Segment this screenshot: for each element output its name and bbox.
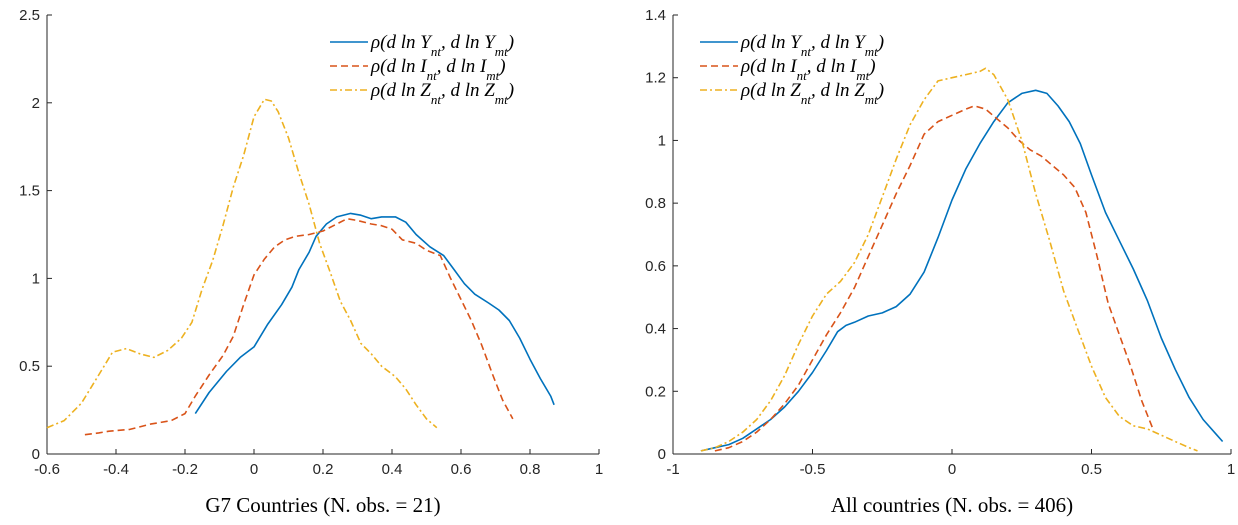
chart-panel-all-countries: -1 -0.5 0 0.5 1 0 0.2 0.4 0.6 0.8 1 1.2 1.4 ρ(d ln Yn… xyxy=(645,7,1235,517)
y-tick-label: 0.5 xyxy=(19,358,40,375)
y-tick-label: 1.5 xyxy=(19,183,40,200)
legend-label: ρ(d ln Int, d ln Imt) xyxy=(740,56,876,83)
y-tick-label: 2.5 xyxy=(19,7,40,24)
legend-label: ρ(d ln Znt, d ln Zmt) xyxy=(740,80,884,107)
x-tick-label: -1 xyxy=(666,461,679,478)
y-tick-label: 2 xyxy=(32,95,40,112)
y-tick-label: 0.4 xyxy=(645,321,666,338)
x-axis-label: All countries (N. obs. = 406) xyxy=(831,493,1073,517)
series-line-1 xyxy=(700,89,1224,452)
x-axis-label: G7 Countries (N. obs. = 21) xyxy=(205,493,440,517)
x-tick-label: 0 xyxy=(250,461,258,478)
x-tick-label: -0.2 xyxy=(172,461,198,478)
series-line-3 xyxy=(46,98,438,429)
legend: ρ(d ln Ynt, d ln Ymt)ρ(d ln Int, d ln Im… xyxy=(330,32,514,107)
chart-panel-g7: -0.6 -0.4 -0.2 0 0.2 0.4 0.6 0.8 1 0 0.5 1 1.5 2 2.5 ρ(… xyxy=(19,7,603,517)
y-tick-label: 1 xyxy=(32,270,40,287)
y-tick-label: 0.2 xyxy=(645,383,666,400)
x-tick-label: 0 xyxy=(948,461,956,478)
x-tick-label: 0.2 xyxy=(313,461,334,478)
series-line-1 xyxy=(194,212,555,415)
y-tick-label: 0.6 xyxy=(645,258,666,275)
y-tick-label: 0.8 xyxy=(645,195,666,212)
x-tick-label: 0.4 xyxy=(382,461,403,478)
y-tick-label: 1.4 xyxy=(645,7,666,24)
series-line-3 xyxy=(700,67,1198,452)
y-tick-label: 0 xyxy=(32,446,40,463)
x-tick-label: 1 xyxy=(1227,461,1235,478)
legend-label: ρ(d ln Ynt, d ln Ymt) xyxy=(370,32,514,59)
y-tick-label: 1.2 xyxy=(645,70,666,87)
x-tick-label: -0.5 xyxy=(800,461,826,478)
x-tick-label: 0.8 xyxy=(520,461,541,478)
legend: ρ(d ln Ynt, d ln Ymt)ρ(d ln Int, d ln Im… xyxy=(700,32,884,107)
series-line-2 xyxy=(84,217,514,436)
y-tick-label: 0 xyxy=(658,446,666,463)
legend-label: ρ(d ln Int, d ln Imt) xyxy=(370,56,506,83)
y-tick-label: 1 xyxy=(658,132,666,149)
x-tick-label: 1 xyxy=(595,461,603,478)
legend-label: ρ(d ln Znt, d ln Zmt) xyxy=(370,80,514,107)
x-tick-label: 0.6 xyxy=(451,461,472,478)
legend-label: ρ(d ln Ynt, d ln Ymt) xyxy=(740,32,884,59)
x-tick-label: 0.5 xyxy=(1081,461,1102,478)
series-line-2 xyxy=(714,105,1154,452)
x-tick-label: -0.4 xyxy=(103,461,129,478)
x-tick-label: -0.6 xyxy=(34,461,60,478)
